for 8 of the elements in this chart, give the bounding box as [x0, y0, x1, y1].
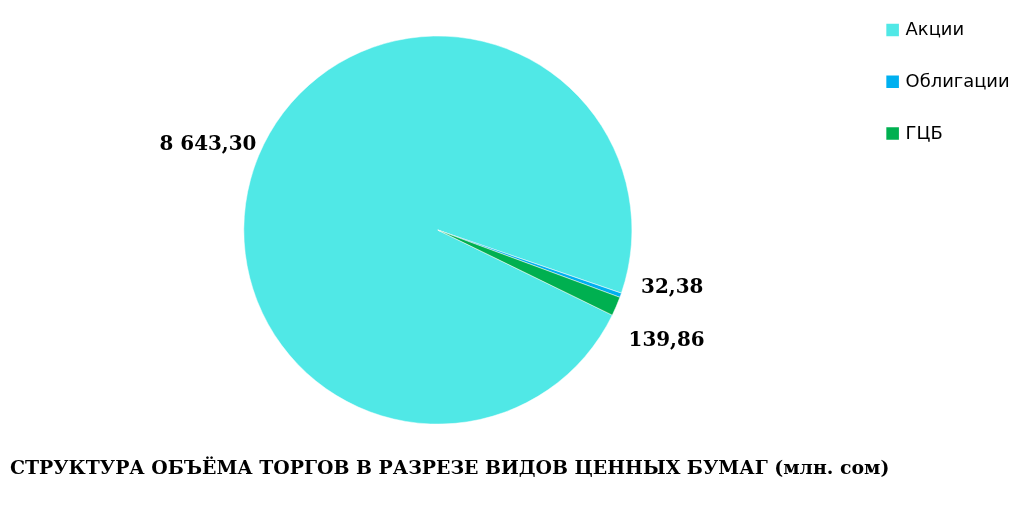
data-label: 139,86 [628, 326, 705, 351]
legend-label: ГЦБ [905, 121, 943, 143]
data-label: 32,38 [641, 274, 704, 299]
data-label: 8 643,30 [159, 131, 257, 156]
legend-label: Облигации [905, 69, 1010, 91]
pie-slice [437, 229, 621, 316]
text: СТРУКТУРА ОБЪЁМА ТОРГОВ В РАЗРЕЗЕ ВИДОВ ЦЕННЫХ БУМАГ (млн. сом) [9, 455, 890, 478]
legend-label: Акции [905, 18, 965, 40]
